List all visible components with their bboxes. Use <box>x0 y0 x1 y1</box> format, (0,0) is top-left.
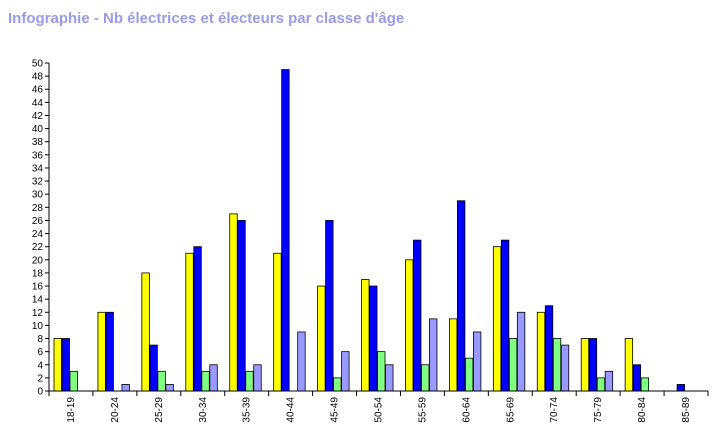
bar-40-44-s1 <box>273 252 282 392</box>
y-tick-label: 46 <box>32 85 44 96</box>
bar-25-29-s3 <box>157 370 166 392</box>
x-tick-label: 60-64 <box>461 397 472 423</box>
bar-65-69-s4 <box>516 311 526 392</box>
bar-45-49-s3 <box>333 377 342 392</box>
bar-55-59-s2 <box>413 239 422 392</box>
x-tick-label: 20-24 <box>110 397 121 423</box>
bar-50-54-s1 <box>361 279 370 392</box>
y-tick-label: 50 <box>32 59 44 70</box>
y-tick-label: 12 <box>32 308 44 319</box>
bar-60-64-s4 <box>472 331 482 392</box>
bar-55-59-s4 <box>429 318 438 392</box>
bar-45-49-s2 <box>325 220 334 392</box>
bar-70-74-s3 <box>552 338 562 392</box>
y-tick-label: 4 <box>37 360 43 371</box>
x-tick-label: 65-69 <box>505 397 516 423</box>
axes-group: 0246810121416182022242628303234363840424… <box>32 59 709 423</box>
bar-65-69-s1 <box>492 246 502 392</box>
bar-50-54-s3 <box>377 351 386 392</box>
y-tick-label: 24 <box>32 229 44 240</box>
bars-group <box>53 69 685 392</box>
bar-35-39-s2 <box>237 220 246 392</box>
bar-75-79-s2 <box>588 338 598 392</box>
chart-title: Infographie - Nb électrices et électeurs… <box>8 10 405 27</box>
x-tick-label: 45-49 <box>330 397 341 423</box>
y-tick-label: 48 <box>32 72 44 83</box>
bar-50-54-s4 <box>385 364 394 392</box>
bar-75-79-s3 <box>596 377 606 392</box>
x-tick-label: 35-39 <box>242 397 253 423</box>
y-tick-label: 14 <box>32 295 44 306</box>
bar-35-39-s1 <box>229 213 238 392</box>
y-tick-label: 16 <box>32 282 44 293</box>
x-tick-label: 55-59 <box>417 397 428 423</box>
bar-75-79-s1 <box>580 338 590 392</box>
bar-40-44-s4 <box>297 331 306 392</box>
y-tick-label: 36 <box>32 150 44 161</box>
bar-30-34-s4 <box>209 364 218 392</box>
y-tick-label: 20 <box>32 255 44 266</box>
x-tick-label: 70-74 <box>549 397 560 423</box>
bar-18-19-s1 <box>53 338 62 392</box>
y-tick-label: 8 <box>37 334 43 345</box>
bar-20-24-s4 <box>121 384 130 392</box>
bar-55-59-s1 <box>405 259 414 392</box>
x-tick-label: 30-34 <box>198 397 209 423</box>
y-tick-label: 28 <box>32 203 44 214</box>
x-tick-label: 18-19 <box>66 397 77 423</box>
x-tick-label: 75-79 <box>593 397 604 423</box>
y-tick-label: 34 <box>32 163 44 174</box>
bar-25-29-s1 <box>141 272 150 392</box>
bar-30-34-s3 <box>201 370 210 392</box>
bar-80-84-s1 <box>624 338 634 392</box>
y-tick-label: 30 <box>32 190 44 201</box>
bar-60-64-s1 <box>448 318 458 392</box>
x-tick-label: 85-89 <box>681 397 692 423</box>
bar-70-74-s2 <box>544 305 554 392</box>
bar-50-54-s2 <box>369 285 378 392</box>
bar-85-89-s2 <box>676 384 685 392</box>
bar-80-84-s2 <box>632 364 642 392</box>
x-tick-label: 25-29 <box>154 397 165 423</box>
y-tick-label: 44 <box>32 98 44 109</box>
y-tick-label: 38 <box>32 137 44 148</box>
y-tick-label: 22 <box>32 242 44 253</box>
bar-35-39-s3 <box>245 370 254 392</box>
bar-60-64-s2 <box>456 200 466 392</box>
bar-80-84-s3 <box>640 377 650 392</box>
y-tick-label: 6 <box>37 347 43 358</box>
y-tick-label: 42 <box>32 111 44 122</box>
x-tick-label: 40-44 <box>286 397 297 423</box>
y-tick-label: 40 <box>32 124 44 135</box>
y-tick-label: 10 <box>32 321 44 332</box>
bar-65-69-s2 <box>500 239 510 392</box>
bar-20-24-s1 <box>97 311 106 392</box>
bar-65-69-s3 <box>508 338 518 392</box>
bar-60-64-s3 <box>464 357 474 392</box>
bar-20-24-s2 <box>105 311 114 392</box>
bar-18-19-s2 <box>61 338 70 392</box>
bar-45-49-s1 <box>317 285 326 392</box>
bar-25-29-s4 <box>165 384 174 392</box>
x-tick-label: 50-54 <box>374 397 385 423</box>
bar-70-74-s4 <box>560 344 570 392</box>
y-tick-label: 26 <box>32 216 44 227</box>
bar-75-79-s4 <box>604 370 614 392</box>
bar-40-44-s2 <box>281 69 290 392</box>
bar-45-49-s4 <box>341 351 350 392</box>
y-tick-label: 0 <box>37 387 43 398</box>
bar-18-19-s3 <box>69 370 78 392</box>
y-tick-label: 18 <box>32 268 44 279</box>
bar-30-34-s1 <box>185 252 194 392</box>
bar-70-74-s1 <box>536 311 546 392</box>
bar-30-34-s2 <box>193 246 202 392</box>
bar-55-59-s3 <box>421 364 430 392</box>
bar-25-29-s2 <box>149 344 158 392</box>
bar-35-39-s4 <box>253 364 262 392</box>
y-tick-label: 2 <box>37 373 43 384</box>
x-tick-label: 80-84 <box>637 397 648 423</box>
y-tick-label: 32 <box>32 177 44 188</box>
